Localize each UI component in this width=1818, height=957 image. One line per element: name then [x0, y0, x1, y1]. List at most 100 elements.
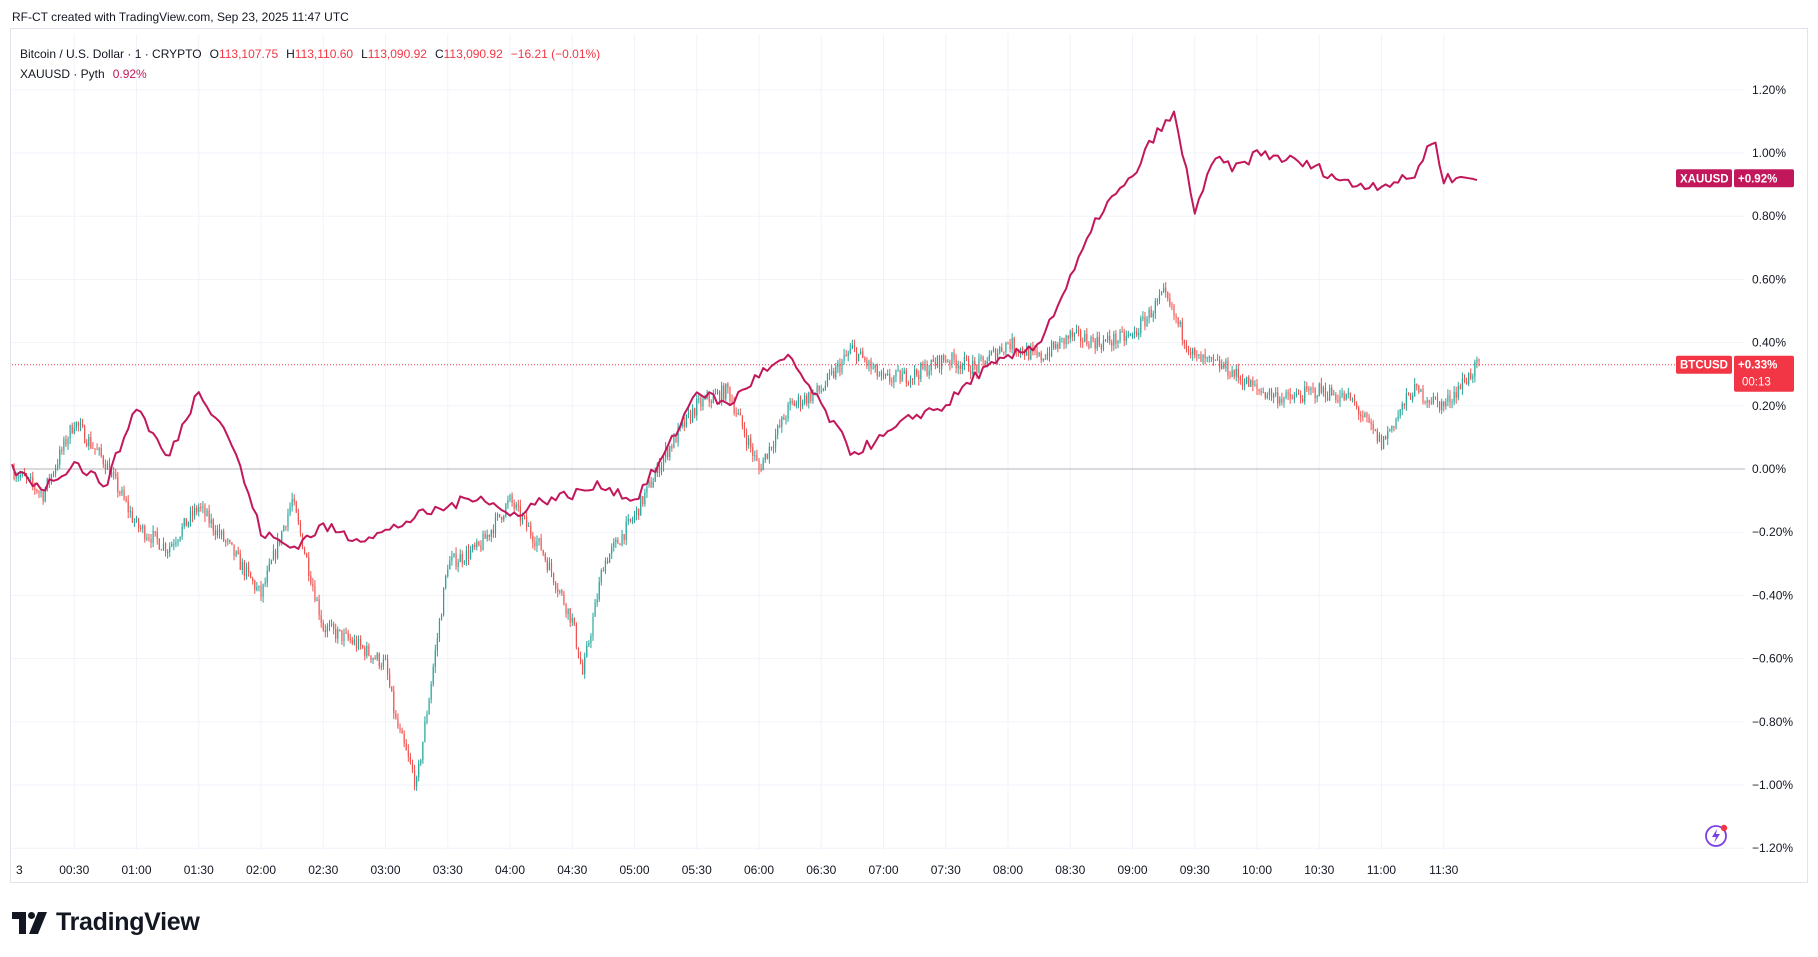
main-symbol-row[interactable]: Bitcoin / U.S. Dollar · 1 · CRYPTO O 113,… — [20, 44, 600, 64]
btc-candle-body — [1441, 401, 1443, 411]
btc-candle-body — [1279, 398, 1281, 404]
btc-candle-body — [1229, 375, 1231, 377]
btc-candle-body — [530, 526, 532, 536]
btc-candle-body — [602, 570, 604, 572]
btc-candle-body — [395, 713, 397, 719]
chart-legend: Bitcoin / U.S. Dollar · 1 · CRYPTO O 113,… — [20, 44, 600, 84]
btc-candle-body — [752, 447, 754, 457]
btc-candle-body — [366, 645, 368, 657]
btc-candle-body — [772, 446, 775, 449]
compare-symbol-title[interactable]: XAUUSD · Pyth — [20, 67, 105, 81]
btc-candle-body — [523, 516, 526, 518]
btc-candle-body — [938, 356, 941, 370]
btc-candle-body — [81, 423, 84, 427]
btc-candle-body — [1416, 384, 1418, 386]
btc-candle-body — [260, 585, 262, 597]
btc-candle-body — [1341, 393, 1343, 396]
btc-candle-body — [914, 369, 916, 379]
btc-candle-body — [272, 550, 275, 561]
btc-candle-body — [401, 729, 403, 734]
btc-candle-body — [413, 770, 416, 787]
btc-candle-body — [1293, 395, 1295, 400]
btc-candle-body — [115, 473, 117, 477]
x-tick-label: 01:00 — [121, 863, 151, 877]
btc-candle-body — [1428, 400, 1430, 403]
btc-candle-body — [1360, 414, 1362, 417]
tradingview-brand[interactable]: TradingView — [12, 908, 200, 937]
btc-candle-body — [970, 371, 972, 374]
btc-candle-body — [393, 691, 395, 714]
btc-candle-body — [92, 447, 94, 449]
btc-candle-body — [1324, 387, 1327, 398]
btc-candle-body — [488, 534, 490, 537]
btc-candle-body — [146, 537, 148, 540]
btc-candle-body — [889, 374, 891, 382]
btc-candle-body — [409, 756, 411, 764]
btc-candle-body — [540, 538, 542, 551]
btc-candle-body — [907, 383, 909, 385]
btc-candle-body — [1372, 424, 1374, 430]
btc-candle-body — [1214, 359, 1217, 361]
btc-candle-body — [650, 481, 652, 488]
btc-candle-body — [997, 352, 999, 361]
btc-candle-body — [223, 531, 225, 541]
btc-symbol-badge — [1676, 355, 1732, 374]
btc-candle-body — [125, 498, 127, 502]
btc-candle-body — [1370, 422, 1372, 425]
compare-symbol-row[interactable]: XAUUSD · Pyth 0.92% — [20, 64, 600, 84]
btc-candle-body — [557, 589, 559, 592]
btc-candle-body — [326, 626, 328, 632]
btc-candle-body — [1013, 337, 1015, 352]
btc-candle-body — [1223, 364, 1225, 369]
btc-candle-body — [1092, 337, 1094, 341]
btc-candle-body — [901, 373, 903, 382]
btc-candle-body — [1382, 436, 1385, 450]
btc-candle-body — [911, 378, 914, 380]
btc-candle-body — [370, 655, 372, 661]
btc-candle-body — [1158, 294, 1161, 301]
btc-candle-body — [316, 599, 318, 602]
btc-candle-body — [702, 399, 704, 407]
btc-candle-body — [513, 503, 515, 509]
btc-candle-body — [1096, 336, 1098, 349]
btc-candle-body — [990, 351, 992, 355]
btc-candle-body — [831, 371, 833, 374]
open-value: 113,107.75 — [218, 47, 279, 61]
btc-candle-body — [567, 608, 569, 614]
btc-candle-body — [63, 438, 65, 451]
btc-candle-body — [328, 625, 331, 627]
btc-candle-body — [689, 412, 692, 422]
btc-candle-body — [194, 507, 196, 517]
btc-candle-body — [1123, 331, 1125, 341]
btc-candle-body — [1148, 309, 1150, 318]
btc-candle-body — [229, 540, 231, 543]
btc-candle-body — [870, 360, 872, 369]
btc-candle-body — [341, 630, 343, 642]
btc-candle-body — [1380, 435, 1383, 450]
btc-candle-body — [546, 559, 548, 571]
btc-candle-body — [974, 360, 976, 365]
btc-candle-body — [627, 518, 629, 522]
main-symbol-title[interactable]: Bitcoin / U.S. Dollar · 1 · CRYPTO — [20, 47, 202, 61]
btc-candle-body — [934, 362, 936, 367]
btc-candle-body — [474, 545, 476, 547]
btc-candle-body — [816, 385, 818, 393]
btc-candle-body — [1393, 425, 1395, 428]
btc-candle-body — [866, 360, 868, 366]
btc-candle-body — [945, 360, 947, 362]
btc-candle-body — [54, 467, 57, 474]
btc-candle-body — [667, 448, 669, 458]
flash-icon[interactable] — [1702, 822, 1730, 850]
btc-candle-body — [447, 569, 449, 576]
btc-candle-body — [69, 425, 71, 439]
btc-candle-body — [947, 361, 949, 363]
btc-candle-body — [1107, 335, 1109, 341]
btc-badge-countdown: 00:13 — [1742, 377, 1771, 389]
btc-candle-body — [1248, 376, 1250, 387]
btc-candle-body — [1219, 359, 1221, 369]
btc-candle-body — [247, 566, 250, 573]
btc-candle-body — [1003, 351, 1005, 353]
btc-candle-body — [501, 516, 503, 520]
btc-candle-body — [177, 540, 179, 543]
